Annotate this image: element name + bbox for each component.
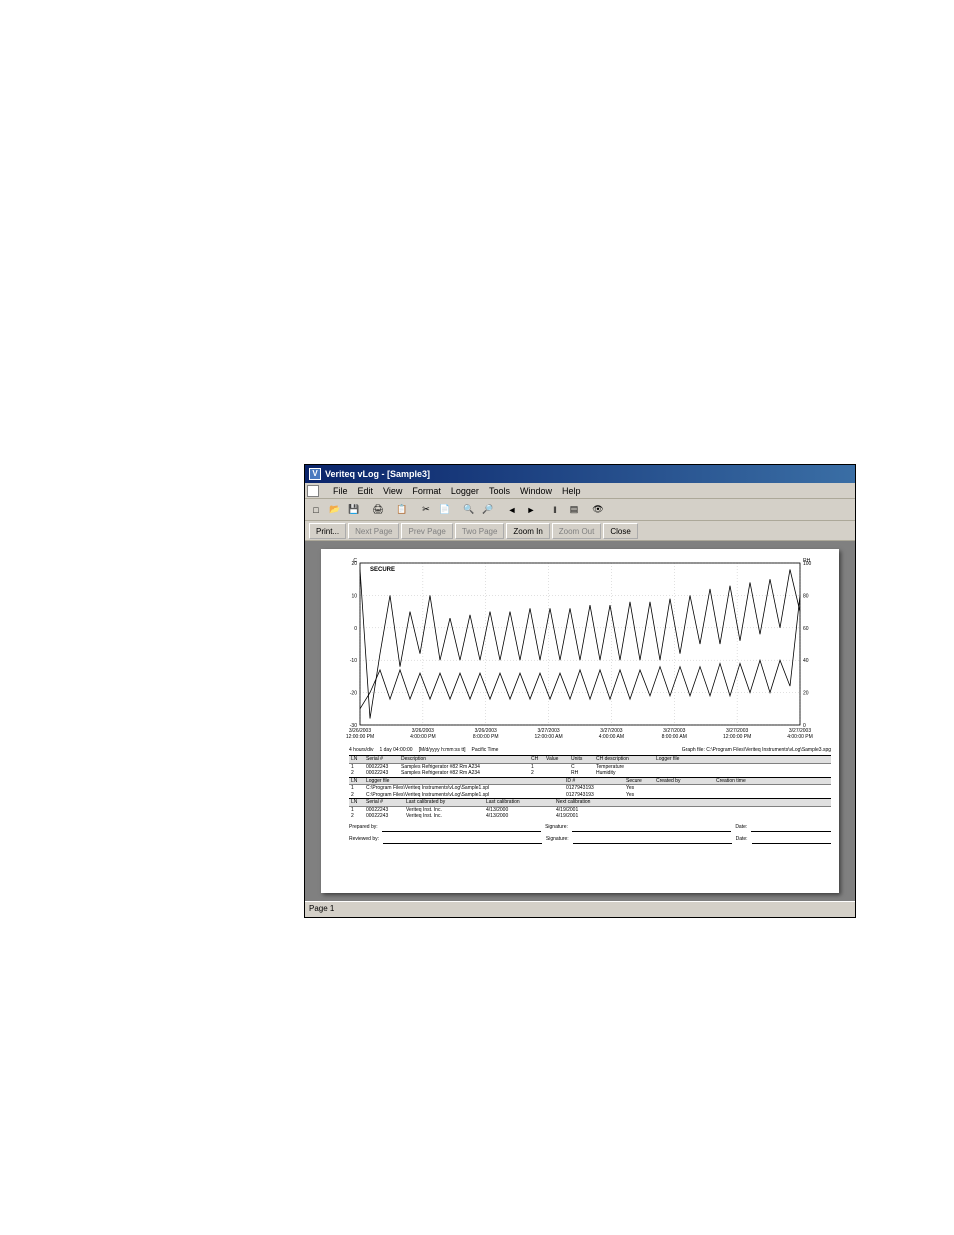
table-row: 2C:\Program Files\Veriteq Instruments\vL… xyxy=(349,792,831,799)
save-icon[interactable]: 💾 xyxy=(345,501,363,519)
two-page-button: Two Page xyxy=(455,523,505,539)
info-line: 4 hours/div 1 day 04:00:00 [M/d/yyyy h:m… xyxy=(329,747,831,753)
svg-text:0: 0 xyxy=(803,723,806,729)
svg-text:20: 20 xyxy=(803,691,809,697)
menu-logger[interactable]: Logger xyxy=(446,486,484,496)
page-indicator: Page 1 xyxy=(309,904,334,913)
app-window: V Veriteq vLog - [Sample3] FileEditViewF… xyxy=(304,464,856,918)
svg-text:4:00:00 AM: 4:00:00 AM xyxy=(599,734,624,740)
cut-icon[interactable]: ✂ xyxy=(417,501,435,519)
svg-text:RH: RH xyxy=(803,558,811,564)
table-row: 200022243Samples Refrigerator #82 Rm A23… xyxy=(349,770,831,777)
svg-text:8:00:00 PM: 8:00:00 PM xyxy=(473,734,499,740)
svg-text:40: 40 xyxy=(803,658,809,664)
table-header: LNSerial #Last calibrated byLast calibra… xyxy=(349,798,831,807)
pause-icon[interactable]: ‖ xyxy=(546,501,564,519)
titlebar[interactable]: V Veriteq vLog - [Sample3] xyxy=(305,465,855,483)
preview-area: 3/26/200312:00:00 PM3/26/20034:00:00 PM3… xyxy=(305,541,855,901)
data-tables: LNSerial #DescriptionCHValueUnitsCH desc… xyxy=(329,755,831,820)
svg-text:-20: -20 xyxy=(350,691,357,697)
preview-toolbar: Print...Next PagePrev PageTwo PageZoom I… xyxy=(305,521,855,541)
svg-text:12:00:00 PM: 12:00:00 PM xyxy=(346,734,374,740)
svg-text:0: 0 xyxy=(354,626,357,632)
menu-window[interactable]: Window xyxy=(515,486,557,496)
next-icon[interactable]: ► xyxy=(522,501,540,519)
close-button[interactable]: Close xyxy=(603,523,637,539)
menubar: FileEditViewFormatLoggerToolsWindowHelp xyxy=(305,483,855,499)
new-icon[interactable]: □ xyxy=(307,501,325,519)
svg-text:60: 60 xyxy=(803,626,809,632)
doc-icon xyxy=(307,485,319,497)
svg-text:-10: -10 xyxy=(350,658,357,664)
menu-tools[interactable]: Tools xyxy=(484,486,515,496)
prev-icon[interactable]: ◄ xyxy=(503,501,521,519)
table-header: LNLogger fileID #SecureCreated byCreatio… xyxy=(349,777,831,786)
paste-icon[interactable]: 📄 xyxy=(436,501,454,519)
table-row: 200022243Veriteq Inst. Inc.4/13/20004/19… xyxy=(349,813,831,820)
print-button[interactable]: Print... xyxy=(309,523,346,539)
svg-text:8:00:00 AM: 8:00:00 AM xyxy=(662,734,687,740)
menu-format[interactable]: Format xyxy=(407,486,446,496)
export-icon[interactable]: ▤ xyxy=(565,501,583,519)
app-icon: V xyxy=(309,468,321,480)
toolbar: □📂💾 🖨 📋 ✂📄 🔍🔎 ◄► ‖▤ 👁 xyxy=(305,499,855,521)
menu-view[interactable]: View xyxy=(378,486,407,496)
svg-text:80: 80 xyxy=(803,593,809,599)
svg-text:10: 10 xyxy=(351,593,357,599)
zoomout-icon[interactable]: 🔎 xyxy=(479,501,497,519)
menu-file[interactable]: File xyxy=(328,486,353,496)
menu-edit[interactable]: Edit xyxy=(353,486,379,496)
svg-text:C: C xyxy=(353,558,357,564)
svg-text:4:00:00 PM: 4:00:00 PM xyxy=(410,734,436,740)
svg-text:4:00:00 PM: 4:00:00 PM xyxy=(787,734,813,740)
chart: 3/26/200312:00:00 PM3/26/20034:00:00 PM3… xyxy=(329,555,831,745)
window-title: Veriteq vLog - [Sample3] xyxy=(325,469,430,479)
menu-help[interactable]: Help xyxy=(557,486,586,496)
prev-page-button: Prev Page xyxy=(401,523,452,539)
svg-text:12:00:00 PM: 12:00:00 PM xyxy=(723,734,751,740)
signature-row: Reviewed by: Signature: Date: xyxy=(329,836,831,844)
zoom-out-button: Zoom Out xyxy=(552,523,602,539)
preview-icon[interactable]: 👁 xyxy=(589,501,607,519)
next-page-button: Next Page xyxy=(348,523,399,539)
copy-icon[interactable]: 📋 xyxy=(393,501,411,519)
zoomin-icon[interactable]: 🔍 xyxy=(460,501,478,519)
signature-row: Prepared by: Signature: Date: xyxy=(329,824,831,832)
page-paper: 3/26/200312:00:00 PM3/26/20034:00:00 PM3… xyxy=(321,549,839,893)
svg-text:SECURE: SECURE xyxy=(370,567,395,573)
svg-text:-30: -30 xyxy=(350,723,357,729)
zoom-in-button[interactable]: Zoom In xyxy=(506,523,549,539)
statusbar: Page 1 xyxy=(305,901,855,917)
print-icon[interactable]: 🖨 xyxy=(369,501,387,519)
table-header: LNSerial #DescriptionCHValueUnitsCH desc… xyxy=(349,755,831,764)
open-icon[interactable]: 📂 xyxy=(326,501,344,519)
svg-text:12:00:00 AM: 12:00:00 AM xyxy=(535,734,563,740)
